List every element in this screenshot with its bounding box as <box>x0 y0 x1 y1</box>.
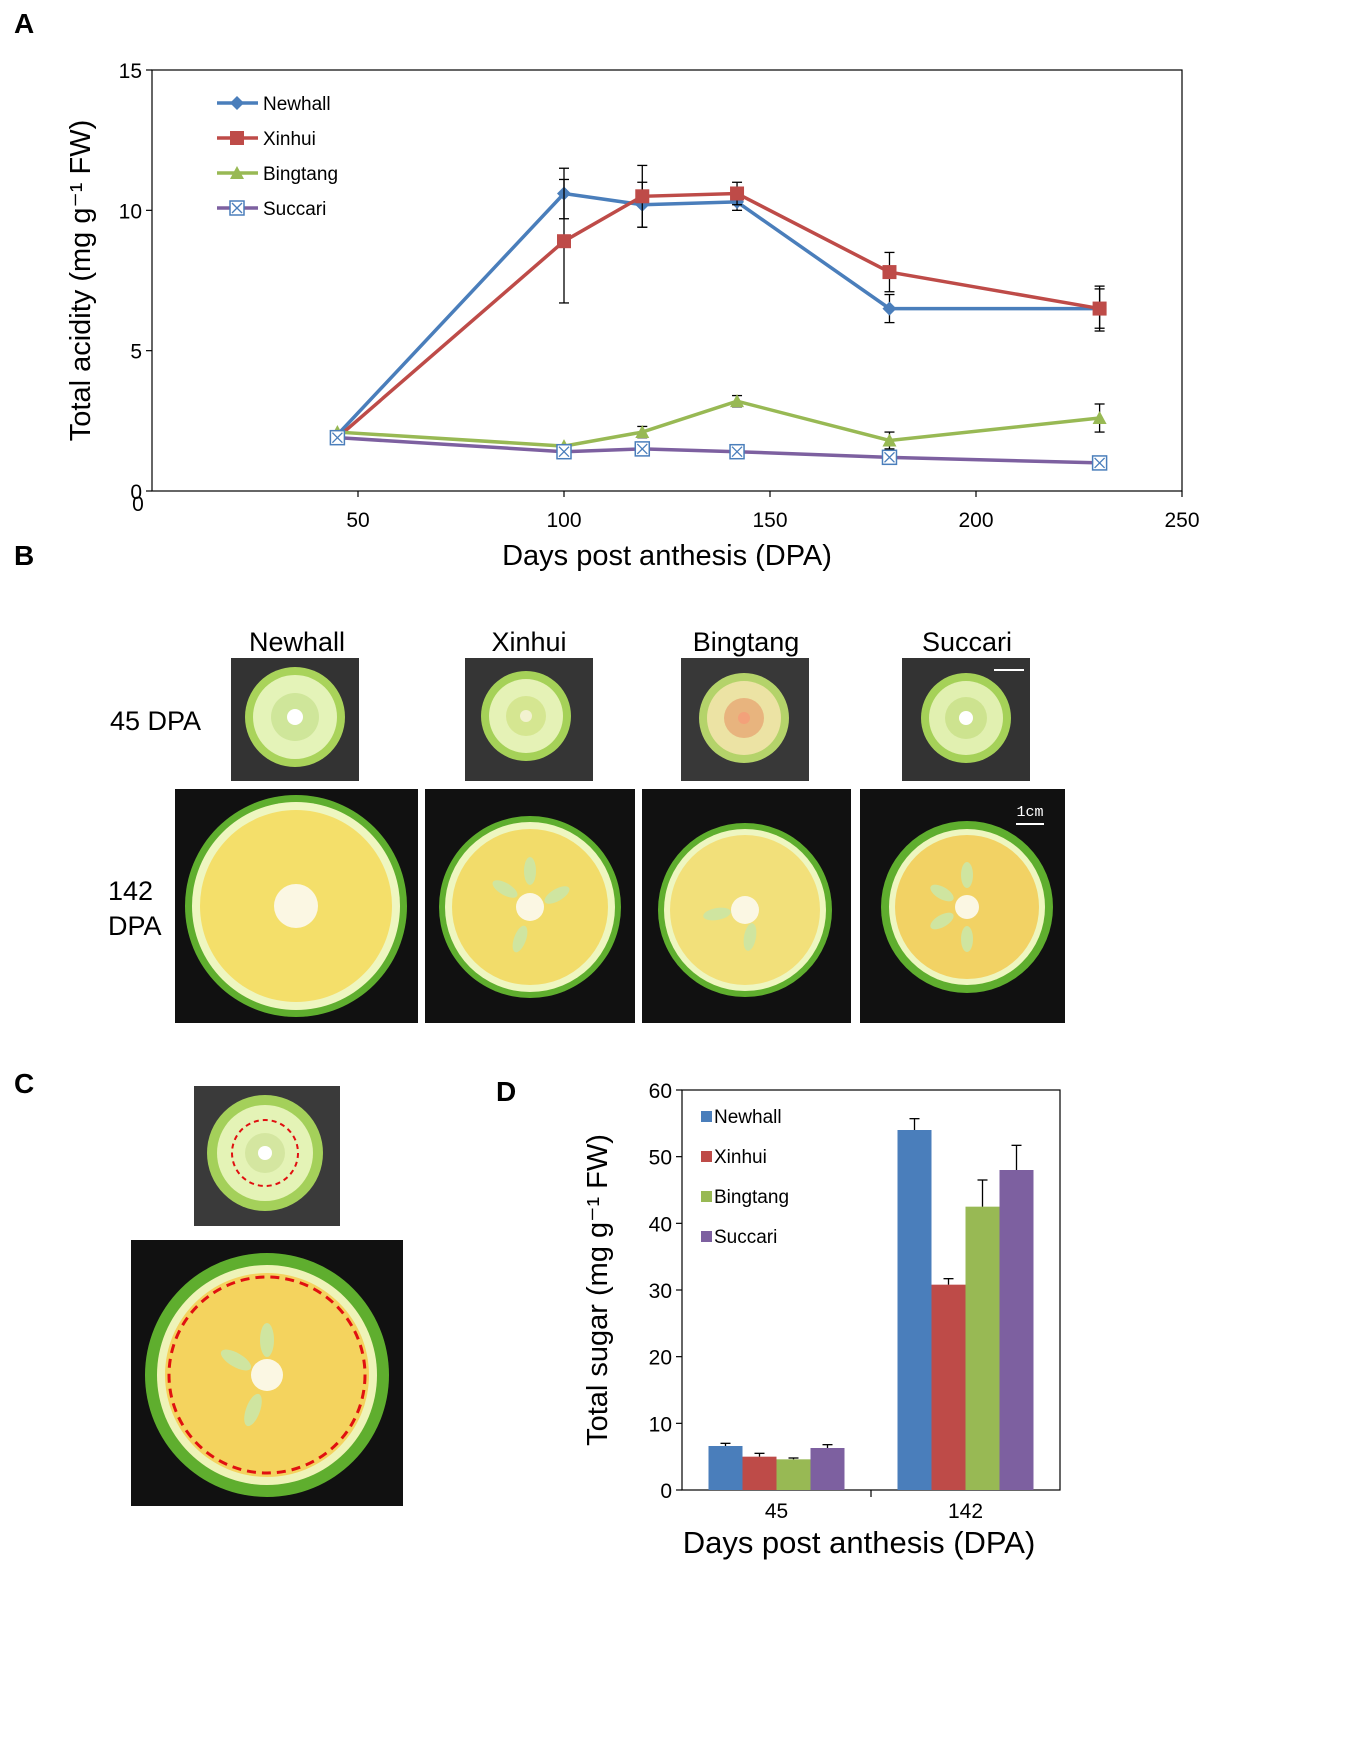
photo-bingtang-45dpa <box>681 658 809 781</box>
panel-letter-d: D <box>496 1076 517 1107</box>
legend-label-a-xinhui: Xinhui <box>263 129 316 150</box>
point-xinhui-4 <box>882 265 897 280</box>
y-tick-label-d-50: 50 <box>649 1147 672 1170</box>
point-xinhui-2 <box>635 189 650 204</box>
y-tick-label-d-30: 30 <box>649 1280 672 1303</box>
legend-swatch-d-newhall <box>701 1111 712 1122</box>
point-xinhui-1 <box>557 234 571 249</box>
line-succari <box>337 435 1100 465</box>
legend-marker-a-bingtang <box>230 166 244 179</box>
x-axis-title-a: Days post anthesis (DPA) <box>502 540 832 572</box>
y-tick-label-d-60: 60 <box>649 1080 672 1103</box>
x-tick-label-a-origin: 0 <box>132 493 144 516</box>
legend-swatch-d-xinhui <box>701 1151 712 1162</box>
legend-label-d-xinhui: Xinhui <box>714 1147 767 1168</box>
series-bingtang <box>330 394 1107 453</box>
x-tick-label-d-45: 45 <box>765 1500 788 1523</box>
photo-newhall-45dpa <box>231 658 359 781</box>
point-bingtang-5 <box>1092 411 1107 425</box>
photo-c-45dpa-outlined <box>194 1086 340 1226</box>
point-succari-5 <box>1091 455 1108 471</box>
x-tick-label-a-250: 250 <box>1164 509 1199 532</box>
line-xinhui <box>336 191 1100 439</box>
bar-newhall-142 <box>897 1130 932 1490</box>
column-label-bingtang: Bingtang <box>692 627 800 657</box>
point-xinhui-3 <box>730 186 745 201</box>
y-axis-title-a: Total acidity (mg g⁻¹ FW) <box>65 120 97 441</box>
row-label-142-line2: DPA <box>108 911 162 941</box>
bar-succari-142 <box>999 1170 1034 1490</box>
acidity-line-chart: 0 5 10 15 50 100 150 200 250 0 Days post anthesis … <box>65 60 1200 572</box>
legend-marker-a-succari <box>229 200 245 216</box>
bar-bingtang-45 <box>776 1459 811 1490</box>
legend-label-a-newhall: Newhall <box>263 94 331 115</box>
legend-label-a-succari: Succari <box>263 199 326 220</box>
y-tick-label-a-0: 0 <box>130 481 142 504</box>
y-tick-label-d-10: 10 <box>649 1413 672 1436</box>
bar-succari-45 <box>810 1448 845 1490</box>
legend-label-a-bingtang: Bingtang <box>263 164 338 185</box>
x-tick-label-a-150: 150 <box>752 509 787 532</box>
photo-bingtang-142dpa <box>642 789 851 1023</box>
series-succari <box>329 429 1108 471</box>
row-label-142-line1: 142 <box>108 876 154 906</box>
x-tick-label-a-200: 200 <box>958 509 993 532</box>
point-bingtang-4 <box>882 433 897 447</box>
legend-label-d-bingtang: Bingtang <box>714 1187 789 1208</box>
legend-swatch-d-bingtang <box>701 1191 712 1202</box>
column-label-newhall: Newhall <box>248 627 346 657</box>
point-succari-0 <box>329 429 346 446</box>
legend-marker-a-xinhui <box>230 131 244 145</box>
photo-succari-142dpa: 1cm <box>860 789 1065 1023</box>
x-tick-label-d-142: 142 <box>948 1500 983 1523</box>
point-bingtang-2 <box>635 425 650 439</box>
point-succari-2 <box>634 441 651 457</box>
panel-letter-c: C <box>14 1068 35 1099</box>
point-succari-4 <box>881 449 898 466</box>
legend-swatch-d-succari <box>701 1231 712 1242</box>
photo-c-142dpa-outlined <box>131 1240 403 1506</box>
y-tick-label-a-10: 10 <box>119 200 142 223</box>
y-tick-label-d-20: 20 <box>649 1347 672 1370</box>
legend-label-d-succari: Succari <box>714 1227 777 1248</box>
x-axis-title-d: Days post anthesis (DPA) <box>683 1525 1036 1560</box>
photo-succari-45dpa <box>902 658 1030 781</box>
bar-xinhui-142 <box>931 1284 966 1490</box>
legend-label-d-newhall: Newhall <box>714 1107 782 1128</box>
row-label-45-dpa: 45 DPA <box>110 706 202 736</box>
point-succari-3 <box>729 443 745 460</box>
plot-frame-a <box>151 69 1183 492</box>
panel-letter-a: A <box>14 8 35 39</box>
line-newhall <box>336 191 1100 437</box>
point-bingtang-3 <box>730 394 745 408</box>
y-tick-label-d-0: 0 <box>660 1480 672 1503</box>
y-tick-label-a-5: 5 <box>130 341 142 364</box>
bar-newhall-45 <box>708 1446 743 1490</box>
bar-xinhui-45 <box>742 1456 777 1490</box>
x-tick-label-a-100: 100 <box>546 509 581 532</box>
x-tick-label-a-50: 50 <box>346 509 369 532</box>
column-label-xinhui: Xinhui <box>491 627 567 657</box>
legend-marker-a-newhall <box>230 96 244 110</box>
y-tick-label-a-15: 15 <box>119 60 142 83</box>
panel-letter-b: B <box>14 540 35 571</box>
point-xinhui-5 <box>1092 301 1107 316</box>
point-succari-1 <box>556 443 572 460</box>
column-label-succari: Succari <box>921 627 1013 657</box>
photo-xinhui-142dpa <box>425 789 635 1023</box>
photo-xinhui-45dpa <box>465 658 593 781</box>
y-axis-title-d: Total sugar (mg g⁻¹ FW) <box>582 1134 614 1446</box>
y-tick-label-d-40: 40 <box>649 1213 672 1236</box>
bar-bingtang-142 <box>965 1206 1000 1490</box>
line-bingtang <box>337 399 1100 448</box>
point-newhall-4 <box>882 301 897 316</box>
photo-newhall-142dpa <box>175 789 418 1023</box>
scale-bar-label: 1cm <box>1016 804 1043 821</box>
